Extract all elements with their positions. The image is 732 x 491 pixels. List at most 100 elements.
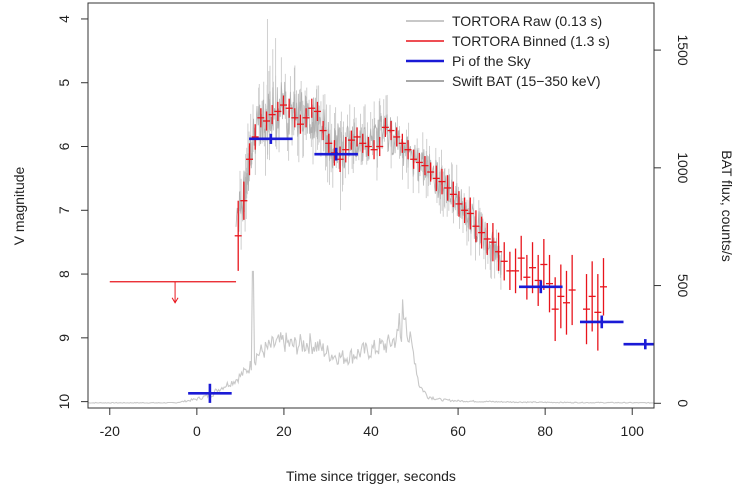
binned-point [495,232,503,271]
binned-point [583,274,591,345]
binned-point [353,127,361,147]
binned-point [438,168,446,195]
binned-point [546,254,554,313]
binned-point [336,146,344,173]
binned-point [562,270,570,335]
y2-tick-label: 1000 [675,152,691,183]
binned-point [347,130,355,150]
binned-point [376,136,384,157]
binned-point [234,200,242,271]
binned-point [517,235,525,281]
binned-point [325,133,333,153]
binned-point [268,105,276,125]
binned-point [449,181,457,208]
plot-frame [87,2,655,409]
binned-point [489,223,497,262]
y-tick-label: 8 [56,270,72,278]
pi-of-the-sky-point [249,133,293,144]
legend: TORTORA Raw (0.13 s) TORTORA Binned (1.3 … [406,13,610,89]
legend-label: Pi of the Sky [452,53,531,69]
binned-point [364,136,372,157]
x-tick-label: 100 [621,423,645,439]
y2-tick-label: 0 [675,399,691,407]
y2-axis-title: BAT flux, counts/s [719,150,732,262]
binned-point [251,124,259,150]
binned-point [381,117,389,137]
y-axis-title: V magnitude [11,166,27,245]
binned-point [523,254,531,300]
bat-series [88,270,655,404]
binned-point [478,216,486,249]
binned-point [263,111,271,131]
y-tick-label: 7 [56,206,72,214]
binned-point [466,197,474,230]
binned-point [455,191,463,217]
binned-point [500,242,508,281]
y-tick-label: 6 [56,142,72,150]
tortora-binned-series [234,95,607,351]
binned-point [529,242,537,294]
binned-point [483,223,491,255]
binned-point [404,140,412,160]
binned-point [557,264,565,329]
binned-point [427,162,435,182]
x-tick-label: -20 [100,423,120,439]
binned-point [296,114,304,134]
binned-point [291,108,299,128]
binned-point [444,175,452,201]
y-tick-label: 4 [56,15,72,23]
binned-point [599,258,607,316]
binned-point [246,143,254,176]
binned-point [279,95,287,115]
binned-point [359,133,367,153]
legend-label: Swift BAT (15−350 keV) [452,73,601,89]
binned-point [472,210,480,243]
legend-entry: TORTORA Binned (1.3 s) [406,33,610,49]
legend-label: TORTORA Binned (1.3 s) [452,33,610,49]
binned-point [342,136,350,163]
binned-point [257,108,265,128]
x-tick-label: 0 [193,423,201,439]
x-tick-label: 20 [276,423,292,439]
y-tick-label: 5 [56,79,72,87]
binned-point [410,149,418,169]
x-axis: -20 0 20 40 60 80 100 [100,408,644,439]
binned-point [319,120,327,141]
y2-axis: 0 500 1000 1500 [654,35,691,407]
legend-entry: TORTORA Raw (0.13 s) [406,13,602,29]
y-tick-label: 9 [56,334,72,342]
binned-point [432,165,440,192]
binned-point [308,98,316,118]
binned-point [285,98,293,118]
pi-of-the-sky-series [188,133,654,403]
pi-of-the-sky-point [623,339,654,350]
upper-limit-arrowhead [171,297,179,304]
binned-point [512,248,520,294]
binned-point [415,152,423,173]
pi-of-the-sky-point [579,315,624,329]
binned-point [594,274,602,351]
x-tick-label: 80 [537,423,553,439]
pi-of-the-sky-point [188,383,232,403]
x-tick-label: 40 [363,423,379,439]
y-axis: 4 5 6 7 8 9 10 [56,15,88,409]
legend-entry: Swift BAT (15−350 keV) [406,73,601,89]
pi-of-the-sky-point [314,147,358,161]
pi-of-the-sky-point [519,280,563,294]
binned-point [398,133,406,153]
legend-entry: Pi of the Sky [406,53,531,69]
binned-point [370,140,378,160]
binned-point [274,101,282,121]
upper-limit [109,281,237,304]
binned-point [302,108,310,128]
binned-point [588,261,596,332]
binned-point [421,156,429,176]
binned-point [393,127,401,147]
x-tick-label: 60 [450,423,466,439]
y2-tick-label: 1500 [675,35,691,66]
binned-point [540,238,548,291]
x-axis-title: Time since trigger, seconds [286,468,456,484]
binned-point [387,120,395,141]
legend-label: TORTORA Raw (0.13 s) [452,13,602,29]
y2-tick-label: 500 [675,274,691,298]
